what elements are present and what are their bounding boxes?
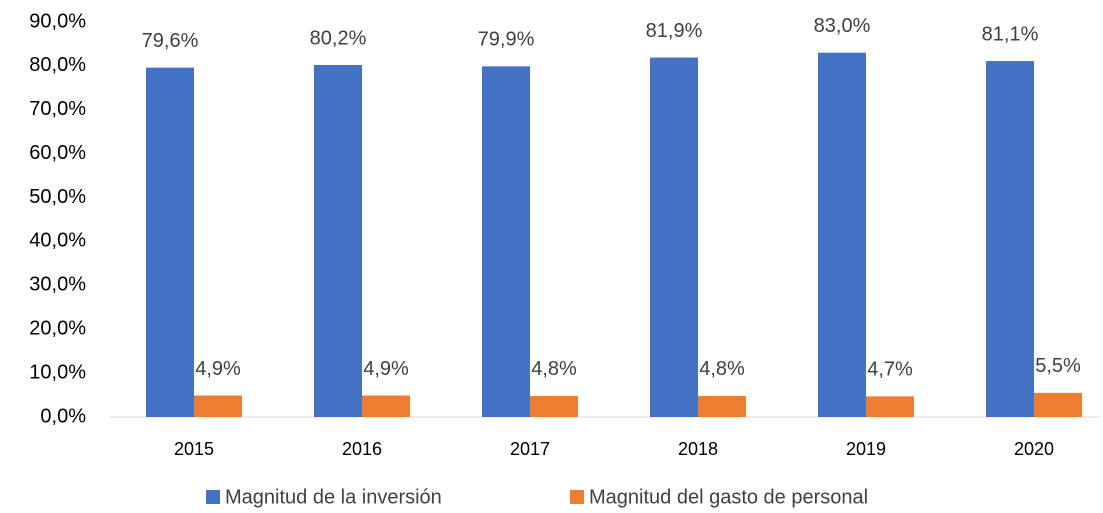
legend-label: Magnitud del gasto de personal <box>589 486 868 508</box>
bar <box>866 396 914 417</box>
y-tick-label: 0,0% <box>40 405 86 427</box>
x-tick-label: 2019 <box>846 439 886 459</box>
bar <box>482 66 530 418</box>
bar <box>362 395 410 417</box>
y-tick-label: 90,0% <box>29 10 86 32</box>
x-tick-label: 2016 <box>342 439 382 459</box>
data-label: 4,8% <box>531 358 577 380</box>
y-tick-label: 60,0% <box>29 142 86 164</box>
legend-swatch <box>570 490 584 504</box>
x-tick-label: 2015 <box>174 439 214 459</box>
data-label: 4,7% <box>867 359 913 381</box>
bar <box>818 52 866 417</box>
data-label: 4,9% <box>195 358 241 380</box>
bar <box>530 395 578 417</box>
data-label: 81,9% <box>646 20 703 42</box>
x-tick-label: 2020 <box>1014 439 1054 459</box>
y-tick-label: 70,0% <box>29 98 86 120</box>
y-tick-label: 20,0% <box>29 318 86 340</box>
y-tick-label: 10,0% <box>29 361 86 383</box>
legend-swatch <box>206 490 220 504</box>
bar <box>314 65 362 417</box>
y-tick-label: 30,0% <box>29 274 86 296</box>
data-label: 83,0% <box>814 15 871 37</box>
x-tick-label: 2017 <box>510 439 550 459</box>
data-label: 4,8% <box>699 358 745 380</box>
data-label: 5,5% <box>1035 355 1081 377</box>
bar <box>146 67 194 418</box>
data-label: 4,9% <box>363 358 409 380</box>
data-label: 81,1% <box>982 23 1039 45</box>
bar <box>698 395 746 417</box>
bar <box>986 61 1034 418</box>
y-tick-label: 80,0% <box>29 54 86 76</box>
data-label: 80,2% <box>310 27 367 49</box>
bar <box>194 395 242 417</box>
bar <box>650 57 698 418</box>
y-tick-label: 50,0% <box>29 186 86 208</box>
bar <box>1034 392 1082 417</box>
data-label: 79,9% <box>478 29 535 51</box>
data-label: 79,6% <box>142 30 199 52</box>
x-tick-label: 2018 <box>678 439 718 459</box>
y-tick-label: 40,0% <box>29 230 86 252</box>
legend-label: Magnitud de la inversión <box>225 486 442 508</box>
